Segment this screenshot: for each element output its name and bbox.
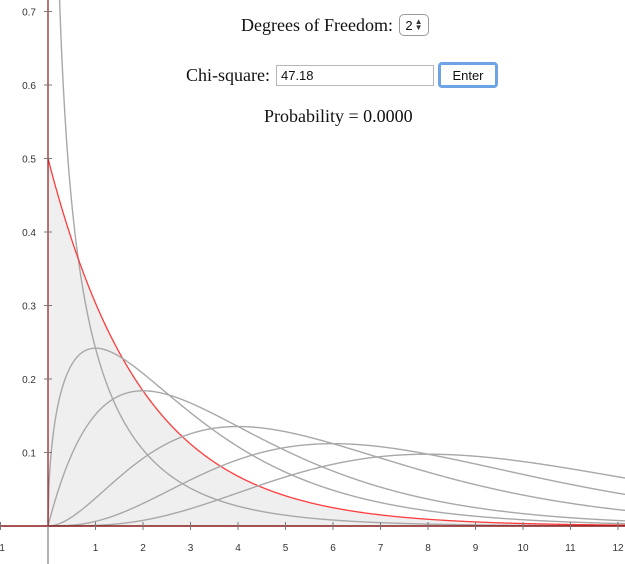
stepper-arrows-icon: ▲ ▼ (414, 17, 423, 32)
x-tick-label: 7 (378, 543, 384, 554)
y-tick-label: 0.3 (22, 302, 36, 313)
curve-line-df-10 (48, 453, 625, 527)
y-tick-label: 0.5 (22, 155, 36, 166)
x-tick-label: 8 (425, 543, 431, 554)
chi-square-row: Chi-square: Enter (186, 62, 498, 88)
degrees-of-freedom-value: 2 (405, 17, 413, 33)
degrees-of-freedom-select[interactable]: 2 ▲ ▼ (398, 14, 429, 36)
x-tick-label: 1 (93, 543, 99, 554)
y-tick-label: 0.7 (22, 8, 36, 19)
curve-line-df-8 (48, 442, 625, 527)
x-tick-label: 12 (612, 543, 624, 554)
x-tick-label: 2 (140, 543, 146, 554)
x-tick-label: 6 (330, 543, 336, 554)
chi-square-input[interactable] (275, 64, 434, 86)
selected-curve-line (47, 158, 625, 526)
y-tick-label: 0.6 (22, 81, 36, 92)
x-tick-label: 3 (188, 543, 194, 554)
enter-button[interactable]: Enter (437, 62, 498, 88)
y-tick-label: 0.4 (22, 228, 36, 239)
curve-line-df-3 (47, 347, 625, 525)
x-tick-label: 11 (565, 543, 576, 554)
y-tick-label: 0.1 (22, 449, 36, 460)
x-tick-label: 5 (283, 543, 289, 554)
y-tick-label: 0.2 (22, 375, 36, 386)
x-tick-label: 9 (473, 543, 479, 554)
x-tick-label: -1 (0, 543, 5, 554)
x-tick-label: 10 (517, 543, 529, 554)
x-tick-label: 4 (235, 543, 241, 554)
curve-line-df-6 (47, 425, 625, 527)
curve-line-df-4 (47, 390, 625, 527)
shaded-area (48, 158, 625, 526)
